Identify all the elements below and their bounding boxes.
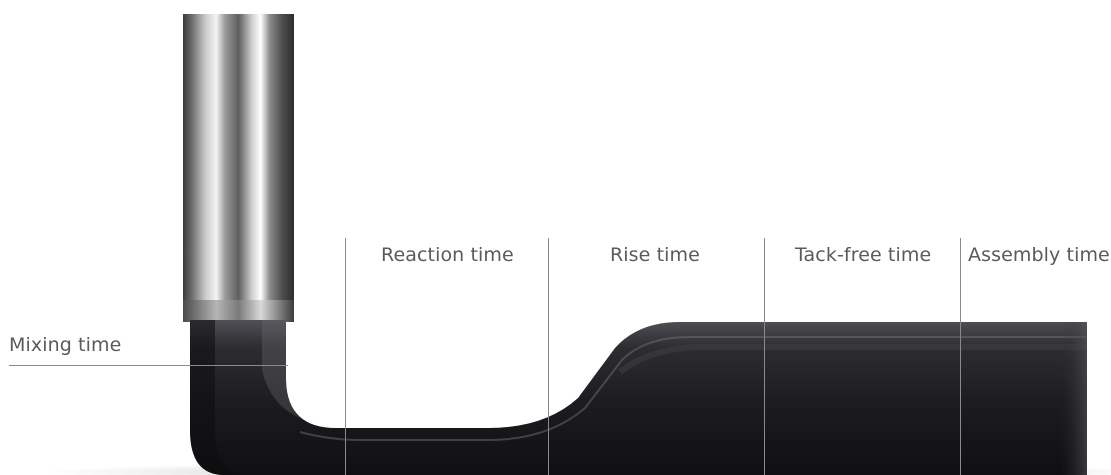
- divider-reaction-start: [345, 238, 346, 475]
- label-assembly-time: Assembly time: [968, 244, 1110, 266]
- foam-strand: [190, 320, 1087, 475]
- label-rise-time: Rise time: [610, 244, 700, 266]
- label-mixing-time: Mixing time: [9, 334, 122, 356]
- divider-tack-free-start: [764, 238, 765, 475]
- mixing-leader-line: [9, 365, 288, 366]
- foam-elbow-shade: [190, 320, 240, 475]
- label-tack-free-time: Tack-free time: [795, 244, 932, 266]
- label-reaction-time: Reaction time: [381, 244, 514, 266]
- foam-end-face: [1060, 322, 1087, 475]
- foam-elbow-highlight: [262, 320, 300, 418]
- divider-assembly-start: [960, 238, 961, 475]
- divider-rise-start: [548, 238, 549, 475]
- foam-sheen: [618, 344, 1087, 375]
- dispenser-nozzle-ring: [183, 300, 294, 322]
- dispenser-nozzle: [183, 14, 294, 320]
- foam-highlight: [299, 336, 1087, 441]
